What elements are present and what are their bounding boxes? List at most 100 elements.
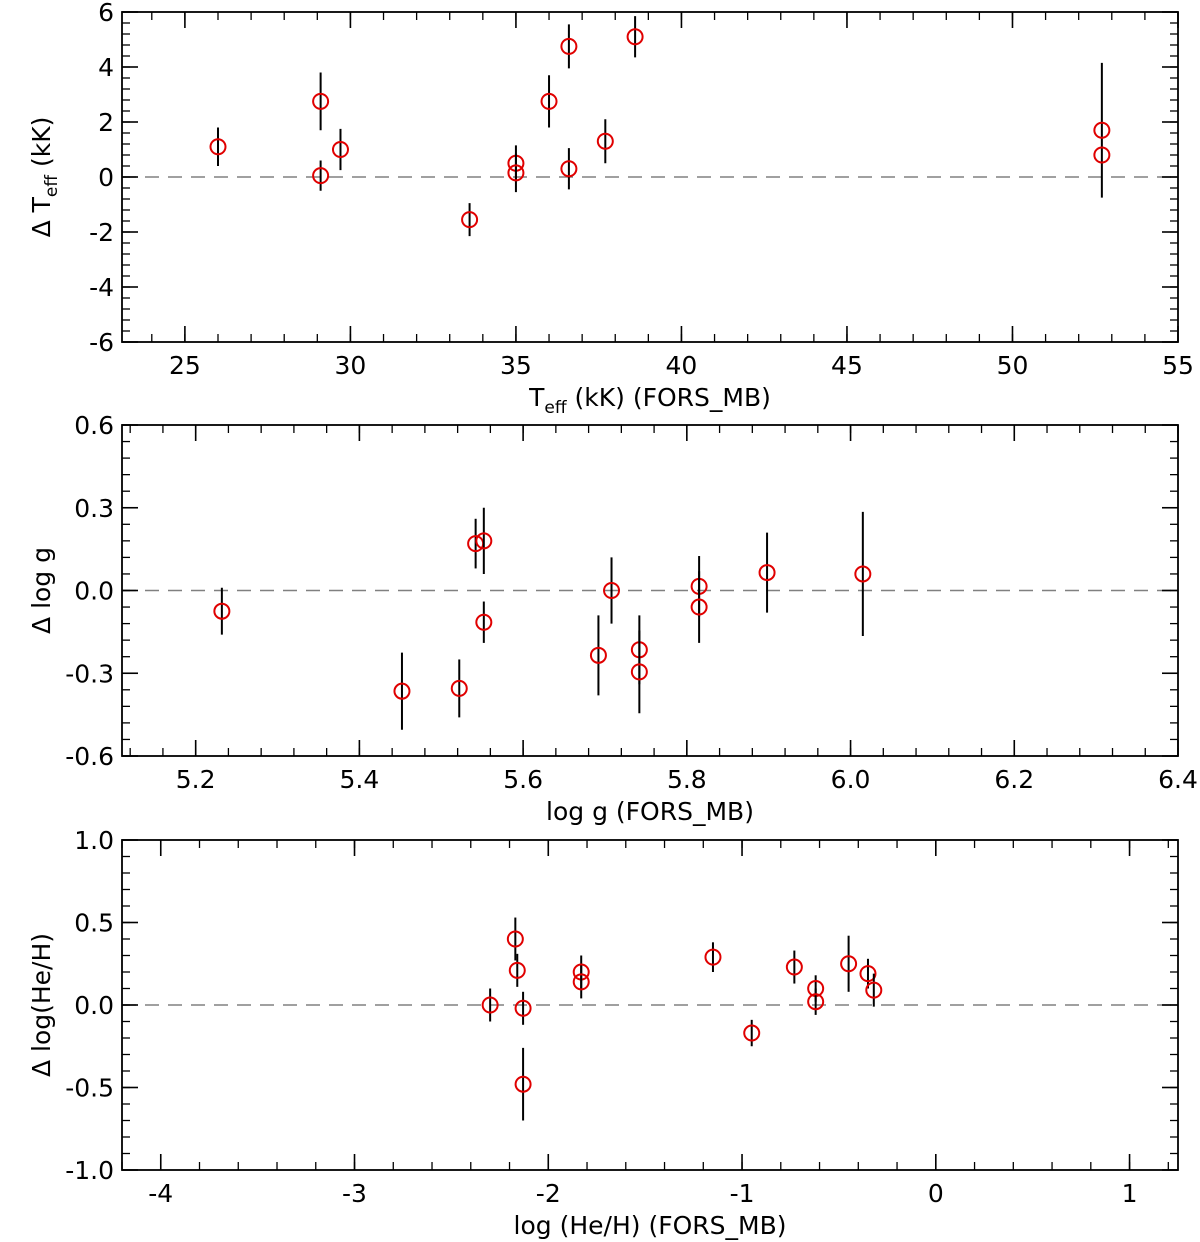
x-tick-label: 6.0 [831, 765, 871, 794]
data-point [560, 24, 578, 69]
point-marker [475, 613, 493, 631]
point-marker [572, 973, 590, 991]
data-point [475, 601, 493, 643]
data-point [481, 988, 499, 1022]
point-marker [331, 141, 349, 158]
point-marker [312, 92, 330, 110]
plot-frame [121, 11, 1179, 343]
point-marker [209, 138, 227, 156]
y-tick-label: -2 [89, 218, 114, 247]
x-tick-label: -4 [148, 1179, 173, 1208]
data-point [213, 587, 231, 635]
data-point [626, 16, 644, 58]
data-point [467, 518, 485, 569]
x-tick-label: 35 [500, 351, 532, 380]
y-axis-label: Δ log g [27, 547, 56, 634]
x-tick-label: 50 [997, 351, 1029, 380]
x-axis-label: log g (FORS_MB) [546, 797, 754, 826]
data-point [209, 127, 227, 166]
data-point [572, 965, 590, 999]
y-tick-label: 0 [98, 163, 114, 192]
point-marker [1093, 121, 1111, 139]
data-point [690, 571, 708, 643]
point-marker [840, 955, 858, 973]
point-marker [514, 999, 532, 1017]
data-point [840, 935, 858, 992]
data-point [859, 958, 877, 989]
panel-1: 25 30 35 40 45 50 55 -6 -4 -2 0 2 4 6 Teff (kK) (FORS_… [27, 0, 1194, 418]
point-marker [560, 37, 578, 55]
y-tick-label: -6 [89, 328, 114, 357]
point-marker [626, 28, 644, 46]
y-axis-label: Δ log(He/H) [27, 933, 56, 1077]
point-marker [704, 948, 722, 966]
data-point [865, 973, 883, 1007]
x-tick-label: 5.4 [340, 765, 380, 794]
x-tick-label: -2 [536, 1179, 561, 1208]
x-axis-label: Teff (kK) (FORS_MB) [528, 383, 771, 418]
y-tick-label: -1.0 [65, 1156, 114, 1185]
data-point [743, 1019, 761, 1047]
point-marker [475, 532, 493, 550]
x-tick-label: 5.2 [176, 765, 216, 794]
y-tick-label: 4 [98, 53, 114, 82]
data-point [704, 942, 722, 972]
data-point [630, 630, 648, 714]
point-marker [743, 1024, 761, 1042]
point-marker [807, 993, 825, 1011]
x-tick-label: 55 [1162, 351, 1194, 380]
point-marker [596, 132, 614, 150]
x-tick-label: 45 [831, 351, 863, 380]
point-marker [630, 663, 648, 681]
data-point [596, 119, 614, 164]
x-tick-label: -1 [730, 1179, 755, 1208]
data-point [312, 160, 330, 191]
data-point [603, 557, 621, 624]
y-tick-label: 6 [98, 0, 114, 27]
point-marker [393, 682, 411, 700]
data-point [589, 615, 607, 696]
x-tick-label: -3 [342, 1179, 367, 1208]
point-marker [507, 164, 525, 182]
plot-frame [121, 839, 1179, 1171]
data-point [450, 659, 468, 718]
panel-3: -4 -3 -2 -1 0 1 -1.0 -0.5 0.0 0.5 1.0 log (He/H) (F… [27, 826, 1179, 1240]
data-point [475, 507, 493, 574]
point-marker [854, 565, 872, 583]
y-tick-label: 0.0 [74, 577, 114, 606]
data-point [507, 153, 525, 193]
y-tick-label: 1.0 [74, 826, 114, 855]
point-marker [758, 564, 776, 582]
point-marker [450, 679, 468, 697]
y-tick-label: -0.6 [65, 742, 114, 771]
data-point [1093, 146, 1111, 164]
y-tick-label: -0.3 [65, 659, 114, 688]
y-tick-label: 0.5 [74, 909, 114, 938]
data-point [331, 128, 349, 171]
y-axis-label: Δ Teff (kK) [27, 117, 62, 238]
plot-frame [121, 424, 1179, 757]
x-tick-label: 5.8 [667, 765, 707, 794]
point-marker [589, 646, 607, 664]
point-marker [213, 602, 231, 620]
data-point [854, 511, 872, 637]
data-point [508, 953, 526, 987]
point-marker [1093, 146, 1111, 164]
data-point [758, 532, 776, 613]
point-marker [540, 92, 558, 110]
y-tick-label: -4 [89, 273, 114, 302]
y-tick-label: 2 [98, 108, 114, 137]
data-point [785, 950, 803, 984]
point-marker [481, 996, 499, 1014]
x-tick-label: 6.4 [1158, 765, 1198, 794]
data-point [514, 991, 532, 1025]
point-marker [506, 930, 524, 948]
point-marker [514, 1075, 532, 1093]
x-tick-label: 30 [335, 351, 367, 380]
point-marker [603, 582, 621, 599]
x-axis-label: log (He/H) (FORS_MB) [514, 1211, 787, 1240]
point-marker [508, 961, 526, 979]
point-marker [312, 167, 330, 185]
x-tick-label: 1 [1122, 1179, 1138, 1208]
